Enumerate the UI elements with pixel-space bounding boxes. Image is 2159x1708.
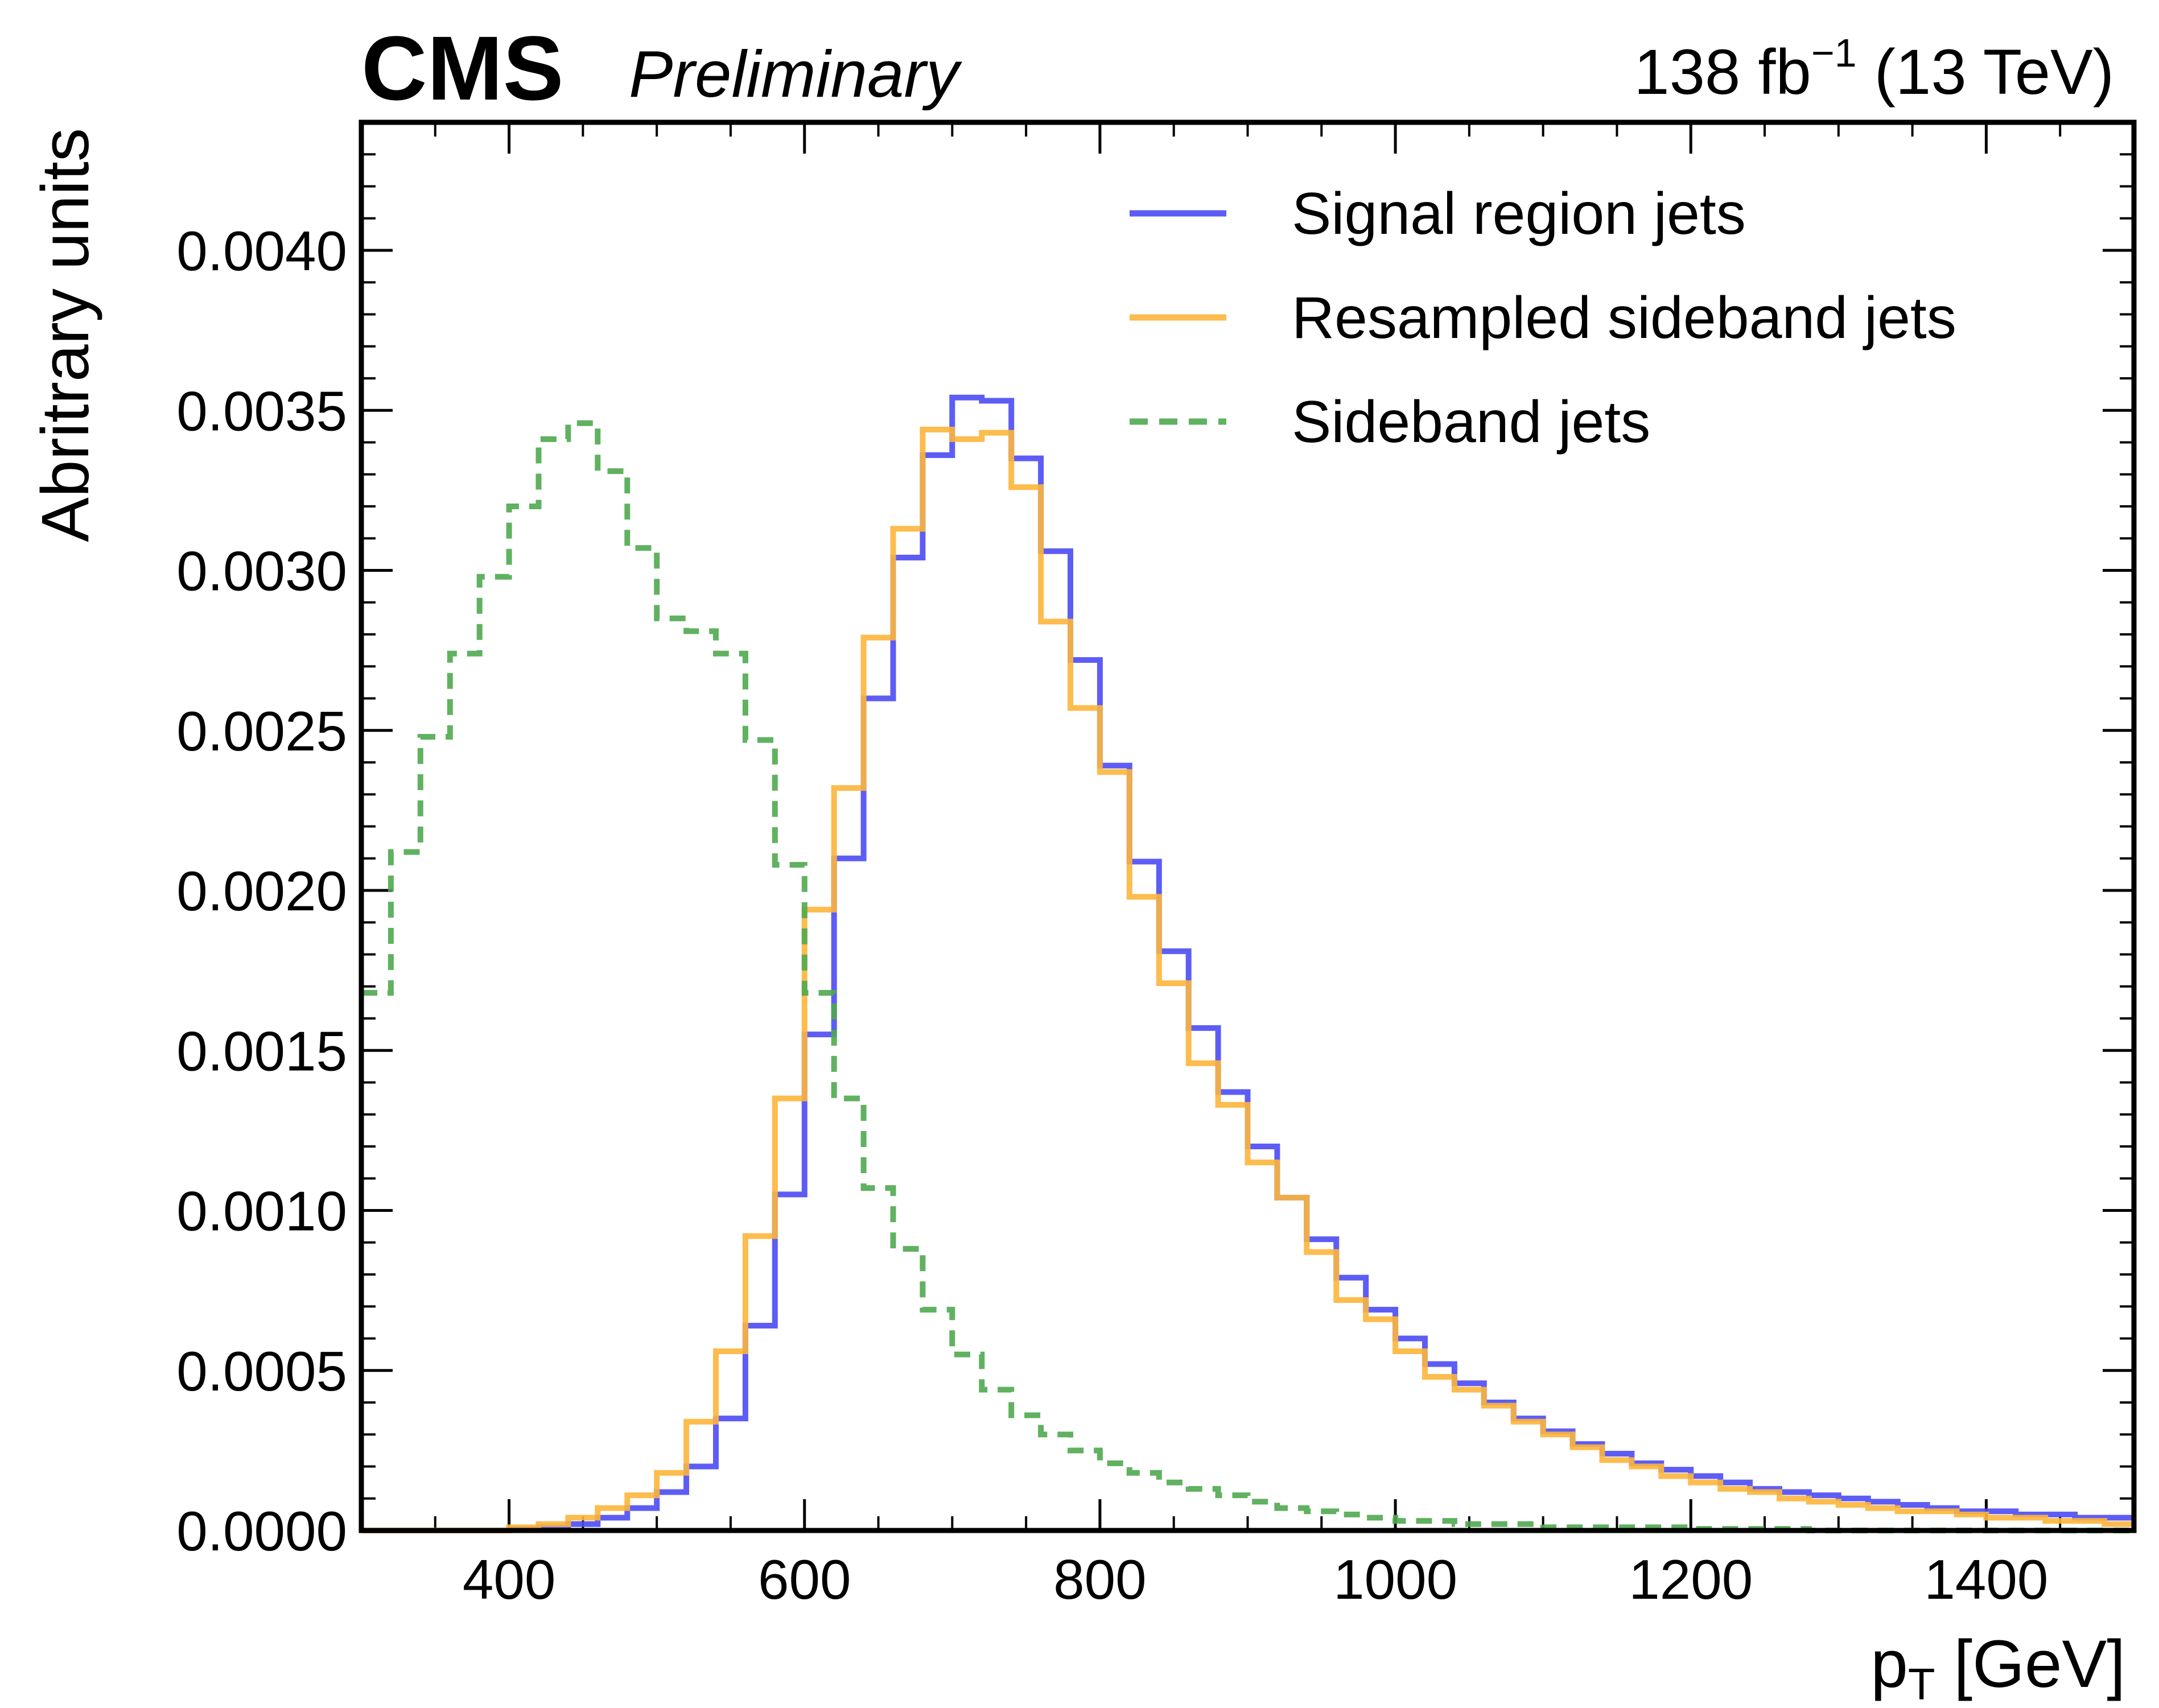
y-tick-label: 0.0000: [176, 1500, 347, 1562]
legend: Signal region jets Resampled sideband jet…: [1130, 181, 1956, 455]
y-tick-label: 0.0015: [176, 1020, 347, 1082]
y-tick-label: 0.0005: [176, 1340, 347, 1402]
y-axis-title: Abritrary units: [28, 128, 103, 542]
x-axis-title: pT [GeV]: [1870, 1627, 2125, 1708]
tick-labels: 400 600 800 1000 1200 1400 0.0000 0.0005 0.0010 0…: [176, 220, 2048, 1611]
series-layer: [361, 394, 2134, 1533]
x-tick-label: 400: [463, 1548, 556, 1611]
x-axis-title-unit: [GeV]: [1935, 1627, 2125, 1702]
lumi-prefix: 138 fb: [1634, 36, 1811, 108]
x-axis-title-main: p: [1870, 1627, 1908, 1702]
legend-label-3: Sideband jets: [1292, 389, 1650, 455]
series-line-1: [361, 394, 2134, 1533]
experiment-label: CMS: [361, 17, 564, 119]
lumi-suffix: (13 TeV): [1857, 36, 2114, 108]
luminosity-label: 138 fb−1 (13 TeV): [1634, 31, 2114, 108]
x-axis-title-sub: T: [1908, 1659, 1935, 1708]
legend-label-2: Resampled sideband jets: [1292, 285, 1956, 351]
x-tick-label: 600: [758, 1548, 851, 1611]
series-line-3: [361, 420, 2134, 1533]
y-tick-label: 0.0040: [176, 220, 347, 282]
y-tick-label: 0.0010: [176, 1180, 347, 1243]
x-tick-label: 1400: [1924, 1548, 2048, 1611]
y-tick-label: 0.0030: [176, 540, 347, 603]
y-tick-label: 0.0025: [176, 700, 347, 762]
y-tick-label: 0.0035: [176, 379, 347, 442]
series-line-2: [361, 427, 2134, 1533]
plot-frame: [359, 119, 2137, 1533]
x-tick-label: 800: [1053, 1548, 1147, 1611]
y-tick-label: 0.0020: [176, 860, 347, 922]
x-tick-label: 1000: [1333, 1548, 1457, 1611]
status-label: Preliminary: [629, 37, 962, 111]
x-tick-label: 1200: [1629, 1548, 1753, 1611]
lumi-exponent: −1: [1811, 31, 1857, 75]
legend-label-1: Signal region jets: [1292, 181, 1746, 247]
